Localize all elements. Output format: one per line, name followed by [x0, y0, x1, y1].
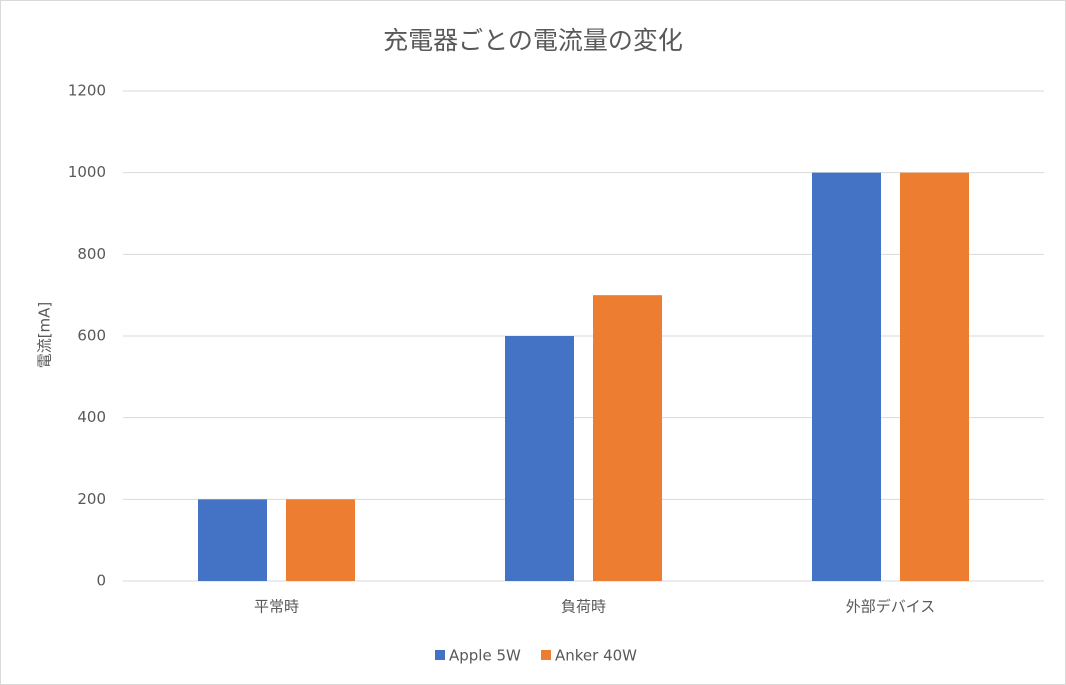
y-tick-label: 200 [77, 490, 106, 508]
bar [593, 295, 662, 581]
bar [505, 336, 574, 581]
legend-label: Apple 5W [449, 647, 521, 665]
bar [812, 172, 881, 581]
legend-swatch [541, 650, 551, 660]
legend-label: Anker 40W [555, 647, 637, 665]
legend-swatch [435, 650, 445, 660]
y-tick-label: 400 [77, 408, 106, 426]
chart-title: 充電器ごとの電流量の変化 [383, 26, 683, 55]
y-tick-label: 1200 [68, 82, 106, 100]
y-tick-label: 1000 [68, 163, 106, 181]
y-tick-label: 0 [96, 572, 106, 590]
x-tick-label: 負荷時 [561, 598, 606, 616]
bar [286, 499, 355, 581]
y-axis-label: 電流[mA] [36, 302, 54, 369]
x-tick-label: 平常時 [254, 598, 299, 616]
y-tick-label: 800 [77, 245, 106, 263]
x-tick-label: 外部デバイス [846, 598, 936, 616]
bar [900, 172, 969, 581]
bar [198, 499, 267, 581]
y-tick-label: 600 [77, 327, 106, 345]
